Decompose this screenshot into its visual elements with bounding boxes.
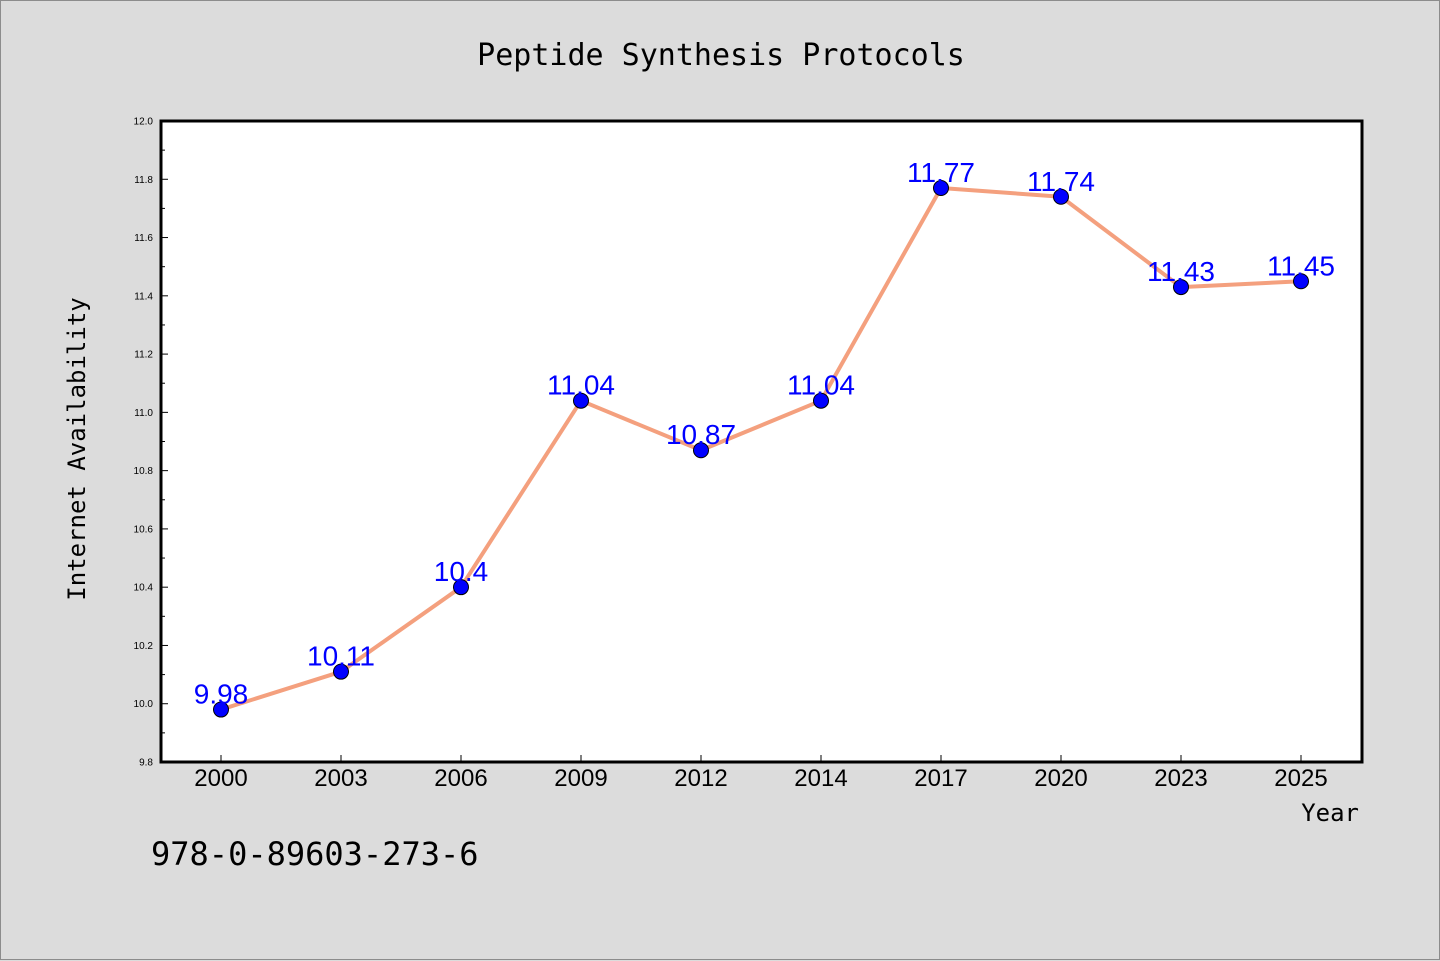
data-label: 11.77 xyxy=(907,157,975,188)
x-tick-label: 2023 xyxy=(1154,765,1207,792)
series-line xyxy=(219,186,1303,712)
y-tick-label: 11.2 xyxy=(134,350,153,361)
data-label: 10.4 xyxy=(434,556,489,587)
y-tick-label: 10.8 xyxy=(134,466,154,477)
data-label: 9.98 xyxy=(194,679,249,710)
data-label: 10.11 xyxy=(307,641,375,672)
data-label: 11.45 xyxy=(1267,250,1335,281)
isbn-label: 978-0-89603-273-6 xyxy=(151,835,479,873)
y-tick-label: 10.4 xyxy=(134,583,154,594)
y-tick-label: 10.2 xyxy=(134,641,154,652)
data-label: 11.43 xyxy=(1147,256,1215,287)
y-tick-label: 9.8 xyxy=(139,758,153,769)
x-tick-label: 2000 xyxy=(194,765,247,792)
x-tick-label: 2009 xyxy=(554,765,607,792)
chart-title: Peptide Synthesis Protocols xyxy=(477,38,965,73)
data-point xyxy=(1173,279,1189,296)
series-layer: 9.98 10.11 10.4 11.04 10.87 11.04 11.77 11.74 11… xyxy=(194,157,1335,718)
x-tick-label: 2020 xyxy=(1034,765,1087,792)
x-axis-label: Year xyxy=(1301,799,1359,827)
y-tick-label: 12.0 xyxy=(134,117,154,128)
y-tick-label: 11.0 xyxy=(134,408,153,419)
y-axis-label: Internet Availability xyxy=(63,297,91,600)
y-tick-label: 11.4 xyxy=(134,291,153,302)
y-tick-label: 11.8 xyxy=(134,175,153,186)
x-tick-label: 2025 xyxy=(1274,765,1327,792)
y-tick-label: 10.6 xyxy=(134,524,154,535)
data-point xyxy=(693,442,709,459)
data-point xyxy=(1293,273,1309,290)
data-point xyxy=(333,663,349,680)
x-tick-label: 2017 xyxy=(914,765,967,792)
x-tick-label: 2014 xyxy=(794,765,847,792)
data-point xyxy=(1053,188,1069,205)
x-tick-label: 2003 xyxy=(314,765,367,792)
x-tick-label: 2012 xyxy=(674,765,727,792)
data-point xyxy=(453,579,469,596)
data-point xyxy=(933,180,949,197)
y-tick-label: 10.0 xyxy=(134,699,154,710)
data-label: 11.04 xyxy=(547,370,615,401)
x-tick-label: 2006 xyxy=(434,765,487,792)
data-label: 11.74 xyxy=(1027,166,1095,197)
y-tick-label: 11.6 xyxy=(134,233,153,244)
data-label: 10.87 xyxy=(666,419,736,450)
data-point xyxy=(213,701,229,718)
data-point xyxy=(813,392,829,409)
y-axis: 9.8 10.0 10.2 10.4 10.6 10.8 11.0 11.2 11.4 11.6 1… xyxy=(134,117,168,769)
data-label: 11.04 xyxy=(787,370,855,401)
x-axis: 2000 2003 2006 2009 2012 2014 2017 2020 2023 2025 xyxy=(194,755,1328,792)
data-point xyxy=(573,392,589,409)
